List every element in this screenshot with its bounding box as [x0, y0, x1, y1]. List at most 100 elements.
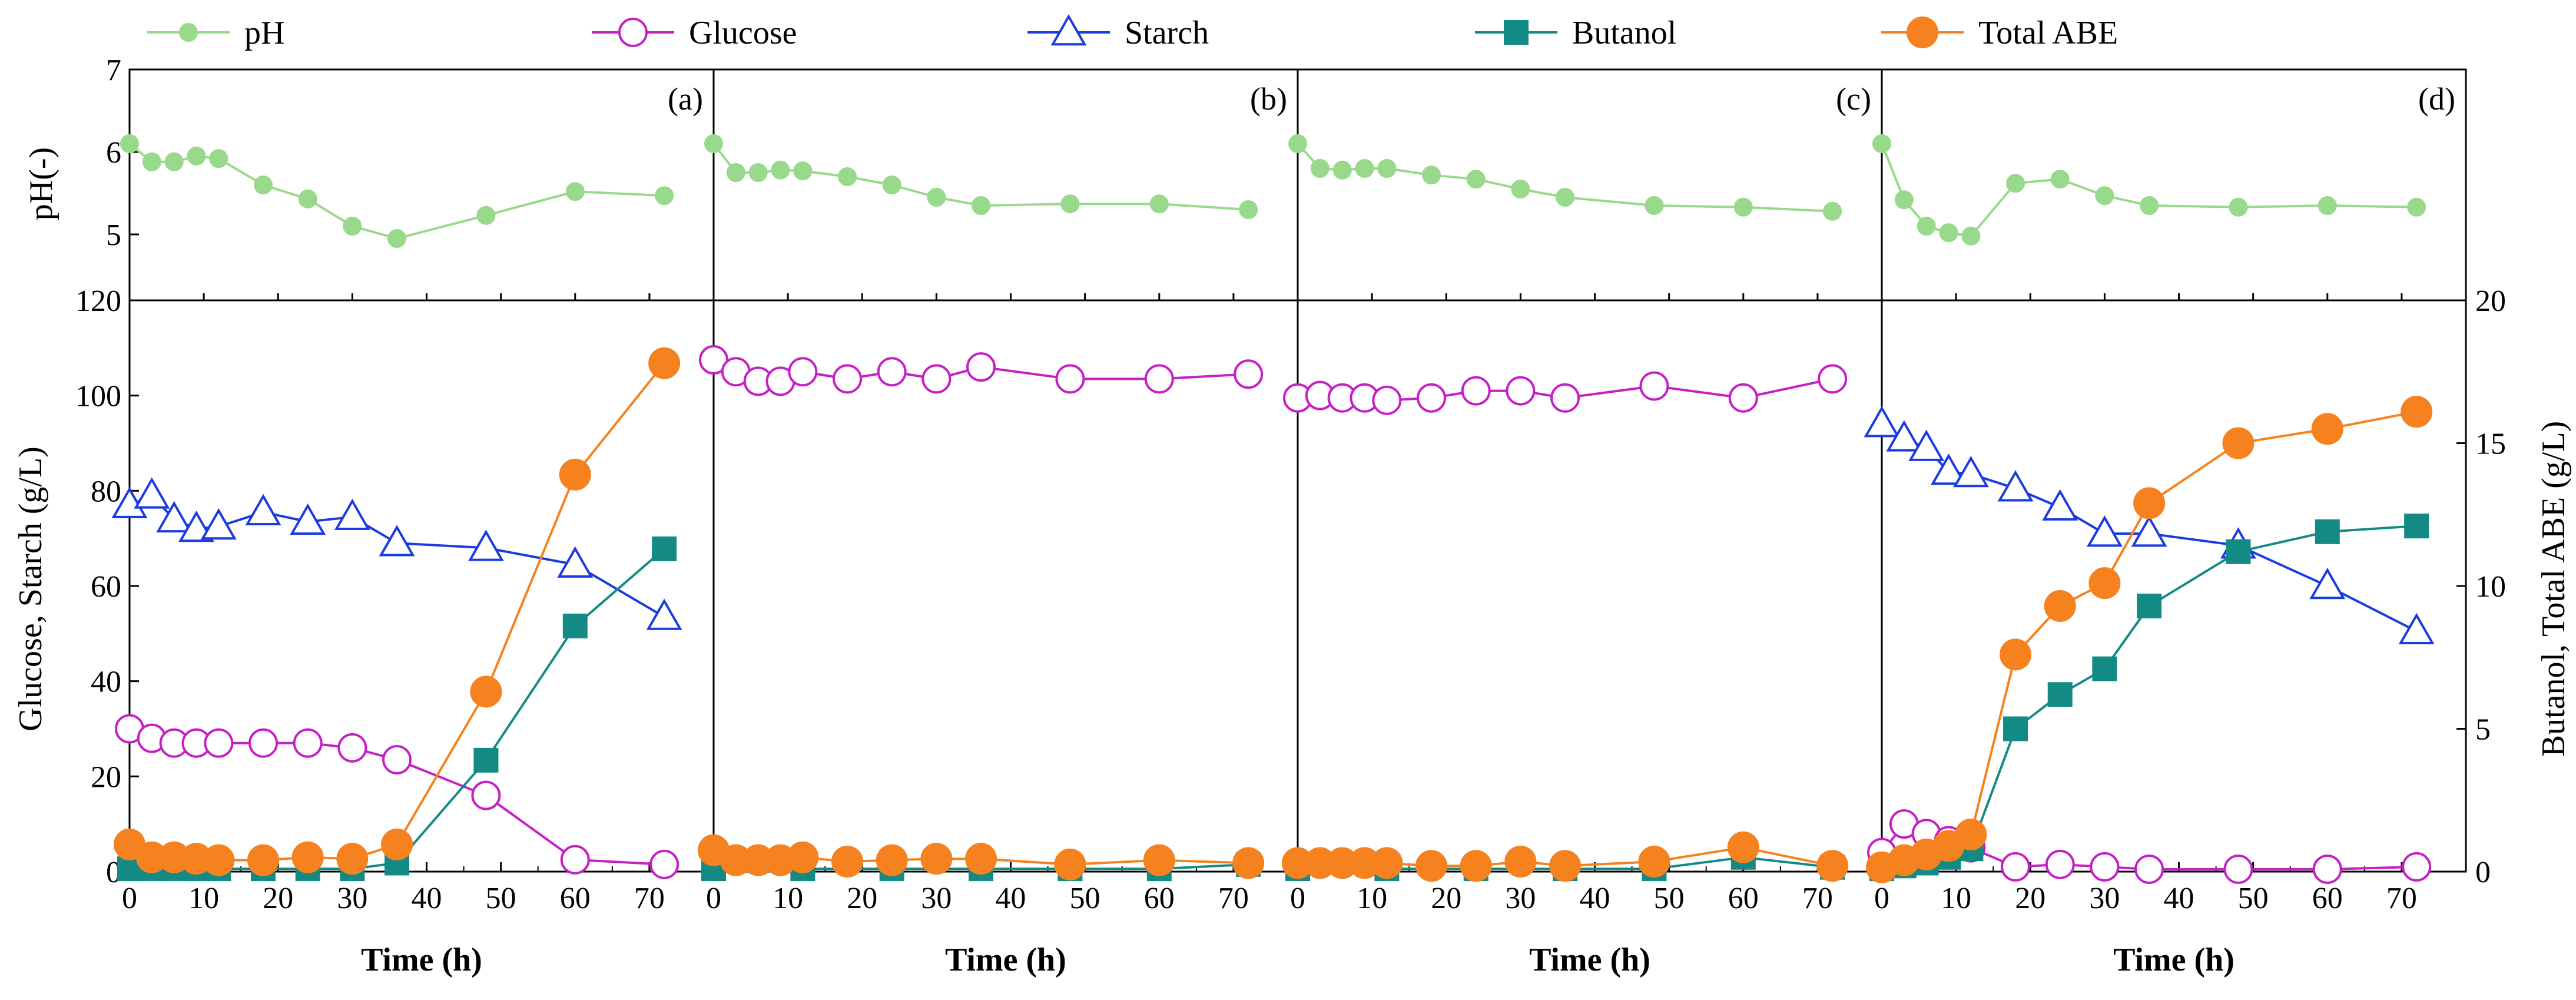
legend-marker-abe — [1907, 16, 1938, 48]
ph-frame — [1881, 68, 2467, 302]
point-ph — [1355, 159, 1374, 178]
ph-frame — [1297, 68, 1883, 302]
x-tick-label: 50 — [1654, 882, 1685, 915]
point-starch — [468, 529, 504, 561]
point-abe — [648, 347, 681, 379]
point-starch — [1864, 406, 1900, 438]
point-ph — [1332, 160, 1352, 180]
point-butanol — [2003, 716, 2028, 741]
series-glucose — [1283, 364, 1848, 415]
point-abe — [2222, 427, 2255, 459]
point-abe — [559, 458, 591, 491]
panel-label: (a) — [668, 81, 703, 117]
x-tick-label: 50 — [486, 882, 516, 915]
x-tick-label: 10 — [773, 882, 803, 915]
point-starch — [646, 598, 682, 630]
point-glucose — [699, 345, 728, 375]
point-ph — [1939, 223, 1958, 243]
point-ph — [298, 189, 317, 208]
point-abe — [1955, 818, 1987, 850]
right-axis-title: Butanol, Total ABE (g/L) — [2535, 421, 2572, 757]
point-glucose — [382, 745, 412, 775]
x-tick-label: 20 — [263, 882, 293, 915]
x-tick-label: 70 — [1218, 882, 1249, 915]
point-starch — [1931, 453, 1967, 485]
point-glucose — [560, 845, 590, 875]
point-glucose — [921, 364, 952, 394]
point-starch — [1908, 429, 1945, 461]
ph-tick-label: 5 — [106, 218, 121, 252]
point-ph — [793, 161, 813, 181]
point-glucose — [1506, 376, 1536, 406]
ph-axis-title: pH(-) — [23, 147, 59, 220]
series-starch — [1864, 406, 2435, 645]
point-glucose — [2090, 852, 2120, 882]
series-abe — [114, 347, 681, 876]
legend-label-butanol: Butanol — [1572, 15, 1676, 51]
point-butanol — [652, 536, 677, 561]
point-starch — [1886, 420, 1922, 452]
x-tick-label: 60 — [2312, 882, 2343, 915]
point-starch — [2086, 515, 2123, 547]
x-tick-label: 10 — [1357, 882, 1387, 915]
x-tick-label: 30 — [921, 882, 952, 915]
series-butanol — [1869, 514, 2429, 882]
point-abe — [2000, 638, 2032, 671]
left-tick-label: 20 — [91, 760, 121, 794]
point-ph — [164, 152, 184, 171]
point-glucose — [649, 849, 679, 879]
left-tick-label: 100 — [75, 380, 121, 413]
legend-marker-glucose — [618, 18, 648, 47]
point-glucose — [204, 728, 234, 758]
point-abe — [2133, 487, 2166, 519]
point-ph — [254, 176, 273, 194]
point-abe — [965, 843, 997, 875]
point-ph — [1733, 197, 1753, 217]
series-ph — [120, 134, 674, 248]
point-starch — [245, 494, 281, 525]
x-tick-label: 70 — [2386, 882, 2417, 915]
legend-marker-butanol — [1504, 20, 1529, 45]
series-line-butanol — [130, 548, 665, 870]
point-butanol — [2404, 514, 2429, 539]
point-ph — [1645, 196, 1664, 215]
point-starch — [379, 525, 415, 557]
point-glucose — [788, 357, 818, 387]
point-glucose — [1372, 385, 1402, 415]
x-tick-label: 40 — [1580, 882, 1610, 915]
point-ph — [343, 217, 362, 236]
point-glucose — [2312, 854, 2342, 884]
x-tick-label: 60 — [560, 882, 591, 915]
point-ph — [1239, 200, 1258, 219]
series-starch — [111, 477, 682, 630]
point-starch — [334, 498, 370, 531]
point-glucose — [2134, 854, 2164, 884]
point-butanol — [2226, 539, 2251, 564]
point-abe — [1371, 847, 1403, 879]
left-tick-label: 120 — [75, 284, 121, 318]
point-ph — [1310, 159, 1330, 178]
point-starch — [290, 503, 326, 535]
point-ph — [2006, 174, 2025, 193]
panel-c: (c) 0 10 20 30 40 50 60 70 Time (h) — [1282, 68, 1883, 978]
point-glucose — [1639, 371, 1669, 401]
point-ph — [771, 160, 790, 180]
x-tick-label: 60 — [1144, 882, 1175, 915]
x-tick-label: 40 — [412, 882, 442, 915]
legend-label-starch: Starch — [1125, 15, 1209, 51]
panel-b: (b) 0 10 20 30 40 50 60 70 Time (h) — [698, 68, 1299, 978]
legend-label-ph: pH — [244, 15, 284, 51]
point-ph — [838, 167, 857, 186]
point-glucose — [1550, 383, 1580, 413]
point-glucose — [2045, 849, 2075, 879]
legend-label-glucose: Glucose — [689, 15, 797, 51]
right-tick-label: 10 — [2475, 570, 2506, 604]
x-tick-label: 0 — [1874, 882, 1889, 915]
point-ph — [704, 134, 723, 153]
panel-d: (d) 0 10 20 30 40 50 60 70 Time (h) 0 5 10 15 20 — [1864, 68, 2506, 978]
panel-label: (d) — [2418, 81, 2455, 117]
series-line-ph — [1881, 143, 2417, 237]
main-frame — [128, 299, 715, 873]
x-tick-label: 70 — [1802, 882, 1833, 915]
